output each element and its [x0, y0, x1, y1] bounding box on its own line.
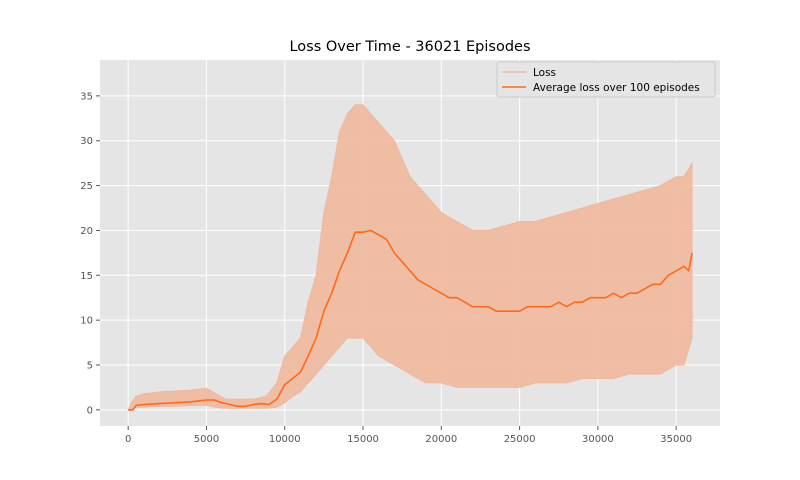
- x-tick-label: 15000: [347, 434, 379, 445]
- series-layer: [127, 104, 693, 411]
- y-axis-ticks: 0 5 10 15 20 25 30 35: [80, 91, 100, 416]
- y-tick-label: 25: [80, 181, 93, 192]
- x-tick-label: 30000: [582, 434, 614, 445]
- y-tick-label: 15: [80, 271, 93, 282]
- legend-label-average: Average loss over 100 episodes: [533, 82, 700, 94]
- x-axis-ticks: 0 5000 10000 15000 20000 25000 30000 35000: [125, 426, 692, 445]
- y-tick-label: 20: [80, 226, 93, 237]
- legend: Loss Average loss over 100 episodes: [496, 61, 716, 98]
- chart-title: Loss Over Time - 36021 Episodes: [289, 39, 530, 55]
- y-tick-label: 35: [80, 91, 93, 102]
- x-tick-label: 0: [125, 434, 131, 445]
- y-tick-label: 0: [87, 405, 93, 416]
- x-tick-label: 25000: [504, 434, 536, 445]
- y-tick-label: 5: [87, 361, 93, 372]
- y-tick-label: 30: [80, 136, 93, 147]
- series-loss-band: [127, 104, 693, 411]
- y-tick-label: 10: [80, 316, 93, 327]
- x-tick-label: 5000: [194, 434, 219, 445]
- legend-label-loss: Loss: [533, 67, 556, 79]
- series-average-line: [128, 229, 693, 411]
- x-tick-label: 20000: [425, 434, 457, 445]
- x-tick-label: 10000: [269, 434, 301, 445]
- x-tick-label: 35000: [660, 434, 692, 445]
- legend-box: [496, 61, 716, 98]
